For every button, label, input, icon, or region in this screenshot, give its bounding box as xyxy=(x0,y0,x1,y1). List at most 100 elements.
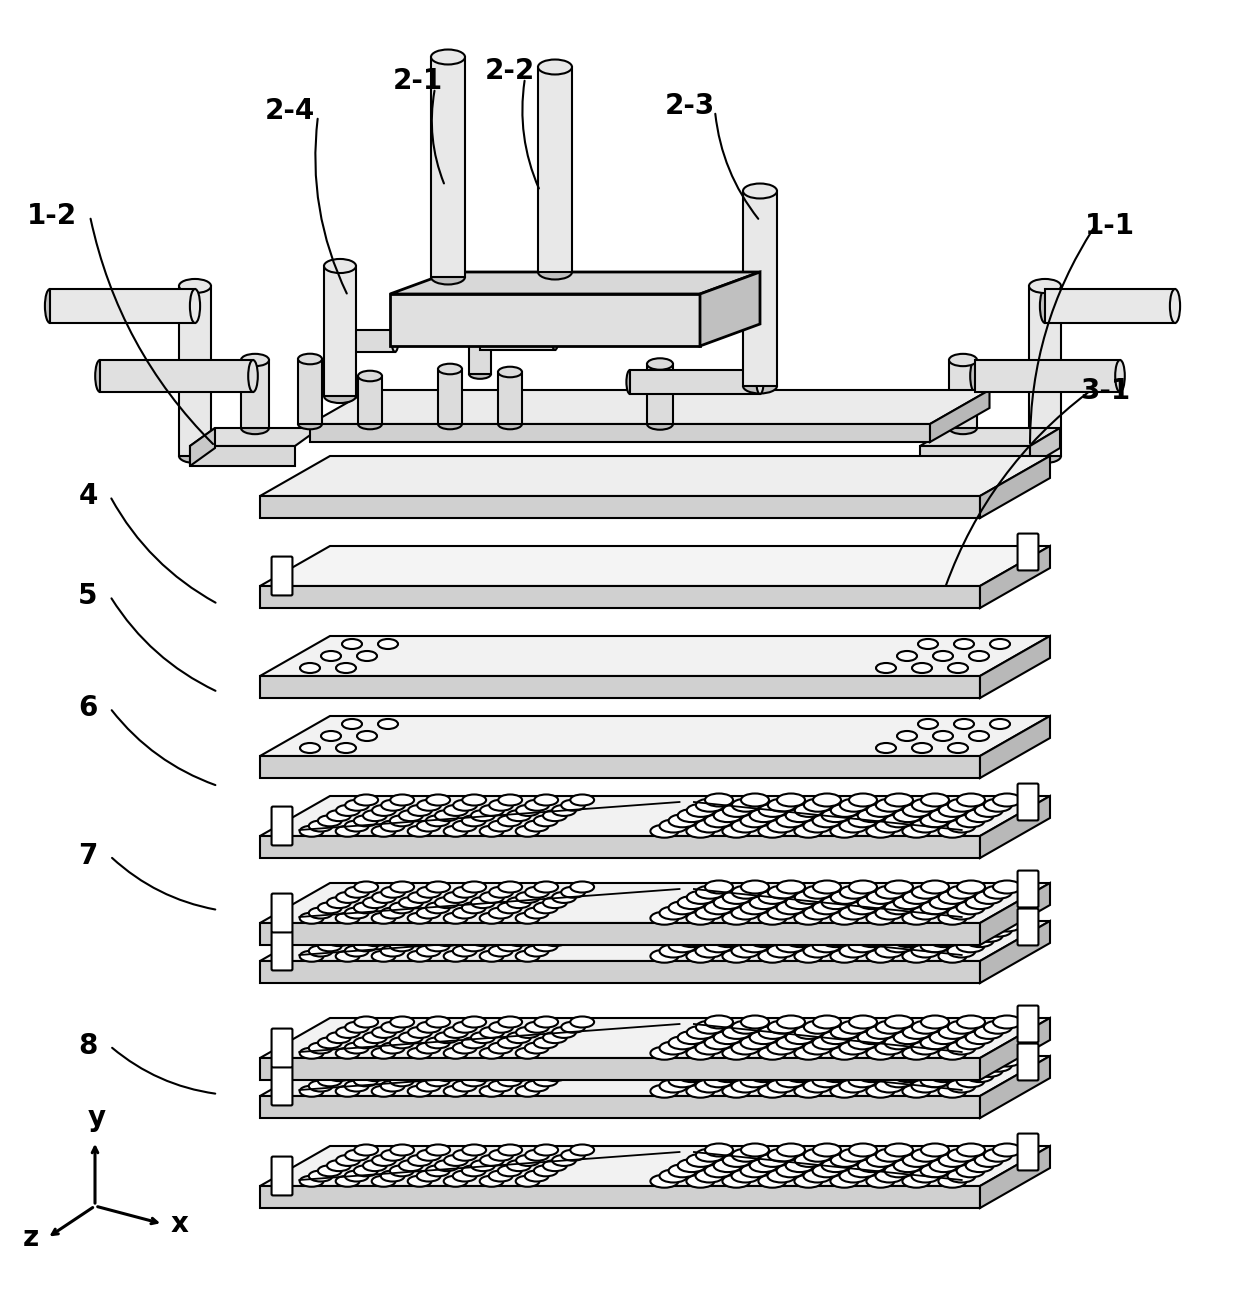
Ellipse shape xyxy=(848,1165,877,1178)
Ellipse shape xyxy=(552,892,575,903)
Ellipse shape xyxy=(875,1041,904,1054)
Ellipse shape xyxy=(678,1069,706,1082)
Ellipse shape xyxy=(759,929,787,942)
Ellipse shape xyxy=(849,794,877,807)
Ellipse shape xyxy=(723,929,750,942)
Ellipse shape xyxy=(831,1046,858,1059)
Ellipse shape xyxy=(345,1042,368,1054)
Ellipse shape xyxy=(812,940,841,953)
Ellipse shape xyxy=(903,825,930,838)
Polygon shape xyxy=(980,921,1050,983)
Ellipse shape xyxy=(947,907,976,920)
Ellipse shape xyxy=(336,805,360,816)
Ellipse shape xyxy=(516,805,539,816)
Ellipse shape xyxy=(427,920,450,930)
Ellipse shape xyxy=(389,1037,414,1049)
Ellipse shape xyxy=(704,1036,733,1049)
Ellipse shape xyxy=(372,1065,396,1076)
Ellipse shape xyxy=(453,925,477,936)
Ellipse shape xyxy=(968,651,990,661)
Ellipse shape xyxy=(427,1054,450,1066)
Ellipse shape xyxy=(768,799,796,812)
Ellipse shape xyxy=(498,940,522,951)
Ellipse shape xyxy=(381,800,405,811)
Ellipse shape xyxy=(336,1048,360,1059)
Ellipse shape xyxy=(930,1159,957,1173)
Ellipse shape xyxy=(704,815,733,828)
Ellipse shape xyxy=(968,730,990,741)
Ellipse shape xyxy=(327,1070,351,1082)
Ellipse shape xyxy=(453,945,476,957)
Ellipse shape xyxy=(345,1080,368,1091)
Ellipse shape xyxy=(875,1149,904,1162)
Ellipse shape xyxy=(759,1063,787,1076)
Polygon shape xyxy=(391,293,701,346)
Ellipse shape xyxy=(858,896,885,909)
Ellipse shape xyxy=(570,1054,594,1066)
Ellipse shape xyxy=(498,795,522,805)
Ellipse shape xyxy=(327,1032,351,1044)
Ellipse shape xyxy=(525,908,548,919)
Ellipse shape xyxy=(543,811,567,821)
Ellipse shape xyxy=(732,907,759,920)
Polygon shape xyxy=(260,1186,980,1208)
Polygon shape xyxy=(980,546,1050,608)
Ellipse shape xyxy=(626,370,634,393)
Ellipse shape xyxy=(732,945,759,958)
Ellipse shape xyxy=(336,1155,360,1166)
Ellipse shape xyxy=(706,794,733,807)
Ellipse shape xyxy=(463,1016,486,1028)
Ellipse shape xyxy=(353,1075,378,1086)
Ellipse shape xyxy=(526,925,549,936)
Ellipse shape xyxy=(966,934,993,948)
Ellipse shape xyxy=(353,903,378,913)
FancyBboxPatch shape xyxy=(272,557,293,595)
Ellipse shape xyxy=(345,908,368,919)
Ellipse shape xyxy=(453,1059,477,1071)
Ellipse shape xyxy=(932,730,954,741)
Ellipse shape xyxy=(534,1037,558,1049)
FancyBboxPatch shape xyxy=(272,807,293,845)
Ellipse shape xyxy=(975,804,1003,817)
Ellipse shape xyxy=(317,1165,342,1177)
Ellipse shape xyxy=(714,1069,742,1082)
Ellipse shape xyxy=(786,1069,813,1082)
Polygon shape xyxy=(920,446,1030,466)
FancyBboxPatch shape xyxy=(1018,533,1038,570)
Ellipse shape xyxy=(990,719,1011,729)
Ellipse shape xyxy=(956,1165,985,1178)
Ellipse shape xyxy=(463,795,486,805)
Ellipse shape xyxy=(993,794,1021,807)
Ellipse shape xyxy=(336,930,360,941)
Ellipse shape xyxy=(417,887,441,898)
Ellipse shape xyxy=(884,901,913,915)
Text: 3-1: 3-1 xyxy=(1080,376,1130,405)
Polygon shape xyxy=(260,1019,1050,1058)
Ellipse shape xyxy=(742,1054,769,1066)
Ellipse shape xyxy=(858,1159,885,1173)
Ellipse shape xyxy=(993,919,1021,932)
Ellipse shape xyxy=(678,934,706,948)
Ellipse shape xyxy=(498,1016,522,1028)
Ellipse shape xyxy=(469,334,491,343)
Ellipse shape xyxy=(786,1159,813,1173)
Ellipse shape xyxy=(355,882,378,892)
Ellipse shape xyxy=(300,1048,324,1059)
Ellipse shape xyxy=(687,804,714,817)
Ellipse shape xyxy=(975,1026,1003,1038)
Polygon shape xyxy=(329,341,351,379)
Ellipse shape xyxy=(768,945,796,958)
Ellipse shape xyxy=(372,930,396,941)
Ellipse shape xyxy=(355,795,378,805)
Ellipse shape xyxy=(392,330,398,351)
Ellipse shape xyxy=(534,882,558,892)
Ellipse shape xyxy=(534,816,558,826)
Ellipse shape xyxy=(534,1075,558,1086)
Ellipse shape xyxy=(983,1058,1012,1071)
Ellipse shape xyxy=(776,1036,805,1049)
Ellipse shape xyxy=(903,912,930,925)
Ellipse shape xyxy=(444,930,467,941)
Polygon shape xyxy=(647,365,673,424)
Ellipse shape xyxy=(381,820,404,832)
Ellipse shape xyxy=(795,929,823,942)
